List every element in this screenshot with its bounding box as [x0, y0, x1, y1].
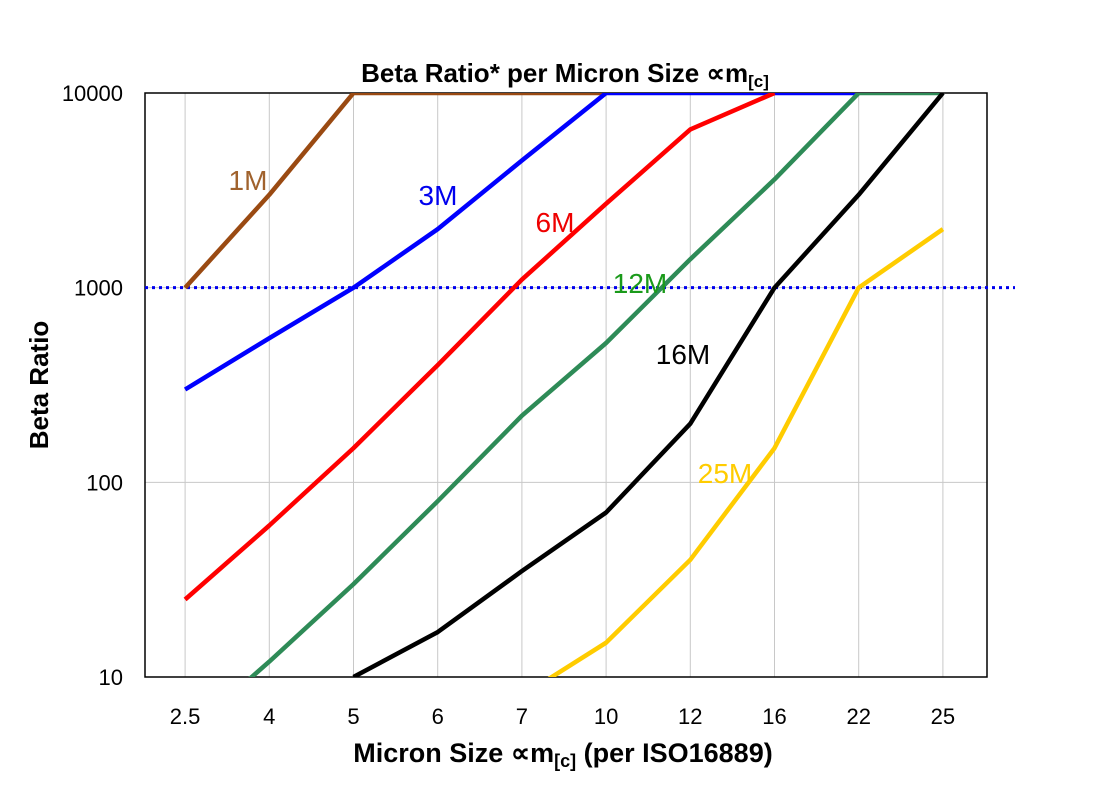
plot-area-border	[145, 93, 987, 677]
chart-title-subscript: [c]	[748, 72, 769, 91]
x-tick-label: 12	[678, 704, 702, 729]
series-label-1M: 1M	[229, 165, 268, 196]
series-label-3M: 3M	[419, 180, 458, 211]
y-tick-label: 1000	[74, 276, 123, 301]
x-tick-label: 5	[347, 704, 359, 729]
x-tick-label: 10	[594, 704, 618, 729]
y-tick-label: 100	[86, 470, 123, 495]
chart-title: Beta Ratio* per Micron Size ∝m[c]	[361, 58, 769, 91]
x-tick-label: 7	[516, 704, 528, 729]
x-tick-label: 6	[432, 704, 444, 729]
x-axis-label: Micron Size ∝m[c] (per ISO16889)	[353, 738, 772, 771]
series-label-6M: 6M	[536, 207, 575, 238]
x-tick-label: 16	[762, 704, 786, 729]
grid	[145, 93, 987, 677]
series-label-12M: 12M	[613, 268, 667, 299]
y-tick-label: 10	[99, 665, 123, 690]
x-tick-label: 22	[846, 704, 870, 729]
y-tick-label: 10000	[62, 81, 123, 106]
series-line-12M	[185, 93, 943, 736]
x-tick-label: 4	[263, 704, 275, 729]
x-tick-label: 2.5	[170, 704, 201, 729]
y-axis-label: Beta Ratio	[24, 321, 54, 450]
series-label-25M: 25M	[698, 458, 752, 489]
series-label-16M: 16M	[656, 339, 710, 370]
x-axis-label-subscript: [c]	[554, 751, 576, 771]
x-tick-label: 25	[931, 704, 955, 729]
